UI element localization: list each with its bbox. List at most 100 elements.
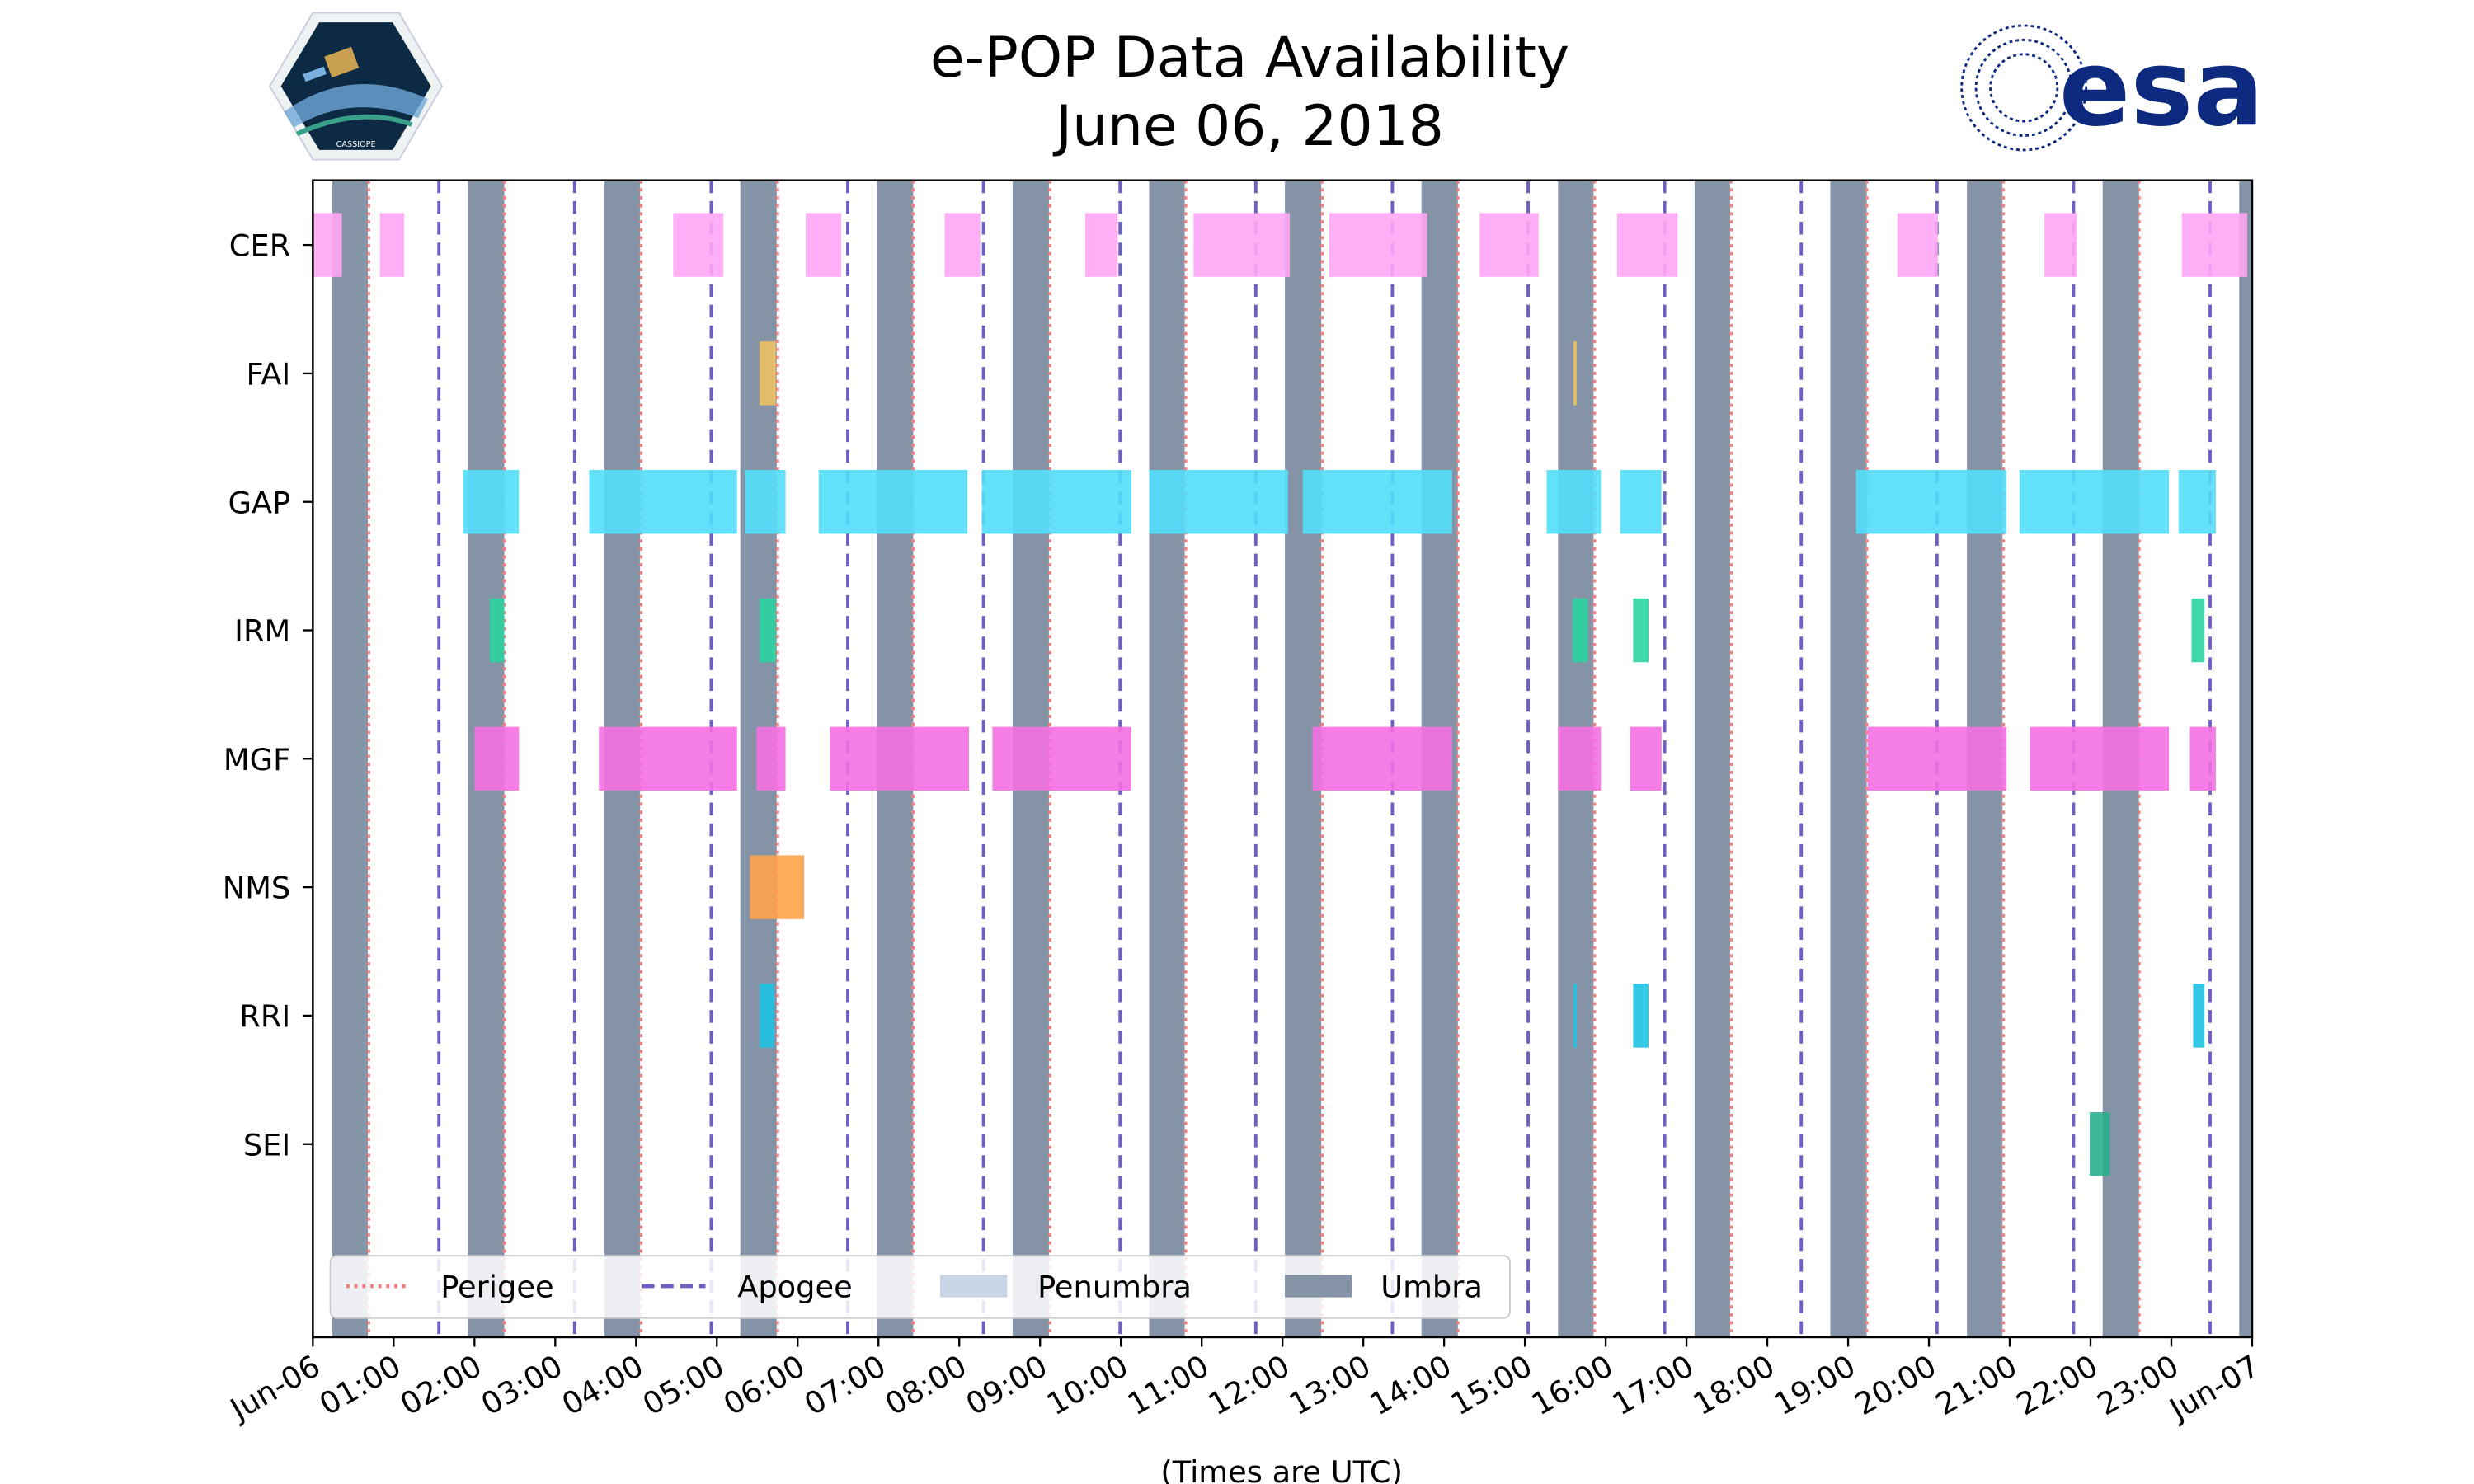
x-tick-label: 23:00 [2091, 1348, 2185, 1422]
y-tick-label-fai: FAI [246, 356, 290, 392]
x-tick-label: 11:00 [1122, 1348, 1215, 1422]
x-tick-label: 17:00 [1606, 1348, 1700, 1422]
umbra-band [332, 180, 368, 1337]
x-tick-label: 10:00 [1041, 1348, 1134, 1422]
bar-mgf [992, 726, 1131, 791]
x-tick-label: 20:00 [1849, 1348, 1942, 1422]
bar-gap [463, 470, 520, 534]
bar-gap [1620, 470, 1662, 534]
bar-cer [806, 213, 842, 277]
legend-umbra-swatch [1285, 1275, 1352, 1298]
bar-mgf [1630, 726, 1662, 791]
bar-sei [2090, 1112, 2110, 1176]
x-tick-label: 04:00 [556, 1348, 649, 1422]
x-tick-label: 02:00 [394, 1348, 487, 1422]
umbra-band [1830, 180, 1867, 1337]
bar-cer [673, 213, 724, 277]
bar-irm [760, 598, 776, 663]
bar-cer [313, 213, 342, 277]
bar-rri [760, 984, 774, 1048]
bar-gap [1302, 470, 1452, 534]
y-tick-label-nms: NMS [223, 871, 291, 906]
x-tick-label: 12:00 [1202, 1348, 1296, 1422]
bar-gap [1856, 470, 2007, 534]
bar-nms [750, 855, 805, 919]
x-tick-label: 18:00 [1687, 1348, 1780, 1422]
plot-area [313, 180, 2252, 1337]
x-tick-label: 08:00 [879, 1348, 972, 1422]
legend-umbra-label: Umbra [1380, 1270, 1483, 1305]
bar-irm [2191, 598, 2205, 663]
bar-cer [944, 213, 981, 277]
x-tick-label: 14:00 [1364, 1348, 1457, 1422]
bar-irm [1633, 598, 1649, 663]
bar-gap [981, 470, 1131, 534]
y-tick-label-cer: CER [229, 228, 290, 264]
bar-gap [589, 470, 737, 534]
y-tick-label-gap: GAP [228, 485, 290, 520]
x-axis-label: (Times are UTC) [1160, 1454, 1403, 1484]
bar-cer [2044, 213, 2077, 277]
x-tick-label: 03:00 [475, 1348, 568, 1422]
bar-gap [818, 470, 968, 534]
x-tick-label: 05:00 [637, 1348, 730, 1422]
bar-gap [1546, 470, 1602, 534]
bar-rri [2193, 984, 2205, 1048]
y-axis: CER FAI GAP IRM MGF NMS RRI SEI [223, 228, 313, 1162]
y-tick-label-mgf: MGF [223, 742, 290, 777]
x-tick-label: Jun-07 [2162, 1348, 2265, 1428]
x-tick-label: 07:00 [798, 1348, 891, 1422]
cassiope-logo-text: CASSIOPE [336, 140, 376, 149]
bar-mgf [830, 726, 969, 791]
bar-mgf [599, 726, 737, 791]
x-tick-label: 16:00 [1526, 1348, 1619, 1422]
bar-fai [1573, 341, 1577, 406]
y-tick-label-rri: RRI [239, 998, 290, 1034]
legend-penumbra-swatch [940, 1275, 1008, 1298]
bar-cer [2181, 213, 2248, 277]
bar-mgf [2030, 726, 2170, 791]
bar-mgf [756, 726, 786, 791]
bar-cer [1329, 213, 1427, 277]
y-tick-label-sei: SEI [243, 1127, 290, 1162]
bar-mgf [1558, 726, 1602, 791]
legend: Perigee Apogee Penumbra Umbra [329, 1255, 1511, 1319]
bar-mgf [1312, 726, 1452, 791]
bar-mgf [1867, 726, 2007, 791]
bar-irm [489, 598, 505, 663]
bar-mgf [2189, 726, 2216, 791]
legend-apogee-label: Apogee [737, 1270, 853, 1305]
bar-gap [745, 470, 786, 534]
bar-cer [1193, 213, 1290, 277]
bar-irm [1572, 598, 1588, 663]
x-tick-label: 19:00 [1768, 1348, 1861, 1422]
x-tick-label: Jun-06 [223, 1348, 326, 1428]
bar-cer [1479, 213, 1539, 277]
bar-fai [760, 341, 776, 406]
esa-logo: esa [1960, 24, 2265, 152]
bar-rri [1633, 984, 1649, 1048]
bar-gap [1149, 470, 1289, 534]
umbra-band [1694, 180, 1730, 1337]
bar-cer [379, 213, 405, 277]
cassiope-logo: CASSIOPE [268, 12, 444, 161]
bar-cer [1897, 213, 1938, 277]
chart-title: e-POP Data Availability [930, 25, 1569, 90]
bar-gap [2019, 470, 2170, 534]
bar-rri [1573, 984, 1577, 1048]
umbra-band [1149, 180, 1185, 1337]
x-tick-label: 09:00 [960, 1348, 1053, 1422]
x-tick-label: 01:00 [313, 1348, 407, 1422]
x-tick-label: 06:00 [717, 1348, 811, 1422]
x-tick-label: 21:00 [1930, 1348, 2023, 1422]
legend-box [329, 1255, 1511, 1319]
legend-penumbra-label: Penumbra [1037, 1270, 1192, 1305]
x-axis: Jun-0601:0002:0003:0004:0005:0006:0007:0… [223, 1336, 2265, 1428]
bar-gap [2178, 470, 2216, 534]
bar-cer [1085, 213, 1118, 277]
chart-subtitle: June 06, 2018 [1052, 93, 1444, 158]
bar-mgf [474, 726, 520, 791]
x-tick-label: 13:00 [1283, 1348, 1376, 1422]
umbra-band [2239, 180, 2252, 1337]
